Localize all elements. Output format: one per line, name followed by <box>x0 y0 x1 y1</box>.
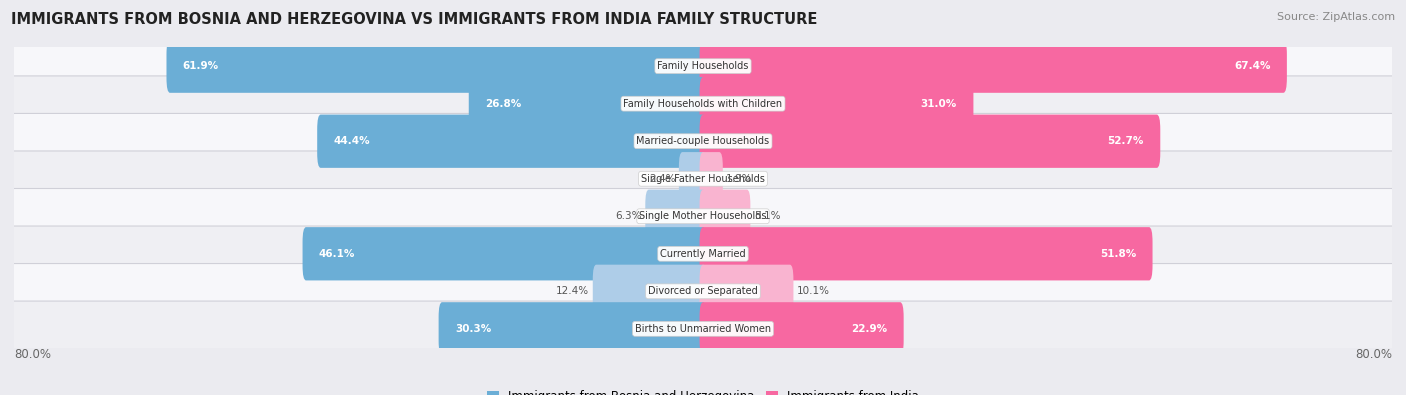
FancyBboxPatch shape <box>318 115 706 168</box>
FancyBboxPatch shape <box>11 226 1395 282</box>
Text: Family Households: Family Households <box>658 61 748 71</box>
Text: 44.4%: 44.4% <box>333 136 370 146</box>
FancyBboxPatch shape <box>439 302 706 356</box>
FancyBboxPatch shape <box>11 188 1395 244</box>
Text: 52.7%: 52.7% <box>1108 136 1144 146</box>
Text: 46.1%: 46.1% <box>319 249 356 259</box>
Text: 12.4%: 12.4% <box>557 286 589 296</box>
FancyBboxPatch shape <box>11 301 1395 357</box>
Text: 80.0%: 80.0% <box>14 348 51 361</box>
FancyBboxPatch shape <box>700 115 1160 168</box>
Text: 2.4%: 2.4% <box>650 174 675 184</box>
Text: Single Mother Households: Single Mother Households <box>640 211 766 221</box>
FancyBboxPatch shape <box>302 227 706 280</box>
Text: 30.3%: 30.3% <box>456 324 491 334</box>
Legend: Immigrants from Bosnia and Herzegovina, Immigrants from India: Immigrants from Bosnia and Herzegovina, … <box>482 385 924 395</box>
Text: 10.1%: 10.1% <box>797 286 830 296</box>
Text: Family Households with Children: Family Households with Children <box>623 99 783 109</box>
FancyBboxPatch shape <box>166 40 706 93</box>
Text: 61.9%: 61.9% <box>183 61 219 71</box>
Text: 26.8%: 26.8% <box>485 99 522 109</box>
FancyBboxPatch shape <box>11 113 1395 169</box>
Text: Married-couple Households: Married-couple Households <box>637 136 769 146</box>
FancyBboxPatch shape <box>679 152 706 205</box>
Text: Divorced or Separated: Divorced or Separated <box>648 286 758 296</box>
Text: Currently Married: Currently Married <box>661 249 745 259</box>
Text: 5.1%: 5.1% <box>754 211 780 221</box>
Text: Births to Unmarried Women: Births to Unmarried Women <box>636 324 770 334</box>
Text: 22.9%: 22.9% <box>851 324 887 334</box>
FancyBboxPatch shape <box>700 302 904 356</box>
Text: 1.9%: 1.9% <box>727 174 752 184</box>
FancyBboxPatch shape <box>700 40 1286 93</box>
FancyBboxPatch shape <box>593 265 706 318</box>
Text: 31.0%: 31.0% <box>921 99 957 109</box>
Text: Source: ZipAtlas.com: Source: ZipAtlas.com <box>1277 12 1395 22</box>
FancyBboxPatch shape <box>11 76 1395 132</box>
FancyBboxPatch shape <box>700 152 723 205</box>
Text: 6.3%: 6.3% <box>616 211 643 221</box>
Text: 80.0%: 80.0% <box>1355 348 1392 361</box>
FancyBboxPatch shape <box>11 38 1395 94</box>
FancyBboxPatch shape <box>468 77 706 130</box>
FancyBboxPatch shape <box>11 151 1395 207</box>
FancyBboxPatch shape <box>700 77 973 130</box>
Text: IMMIGRANTS FROM BOSNIA AND HERZEGOVINA VS IMMIGRANTS FROM INDIA FAMILY STRUCTURE: IMMIGRANTS FROM BOSNIA AND HERZEGOVINA V… <box>11 12 818 27</box>
FancyBboxPatch shape <box>700 265 793 318</box>
Text: Single Father Households: Single Father Households <box>641 174 765 184</box>
Text: 67.4%: 67.4% <box>1234 61 1271 71</box>
FancyBboxPatch shape <box>645 190 706 243</box>
FancyBboxPatch shape <box>700 227 1153 280</box>
FancyBboxPatch shape <box>11 263 1395 319</box>
Text: 51.8%: 51.8% <box>1099 249 1136 259</box>
FancyBboxPatch shape <box>700 190 751 243</box>
